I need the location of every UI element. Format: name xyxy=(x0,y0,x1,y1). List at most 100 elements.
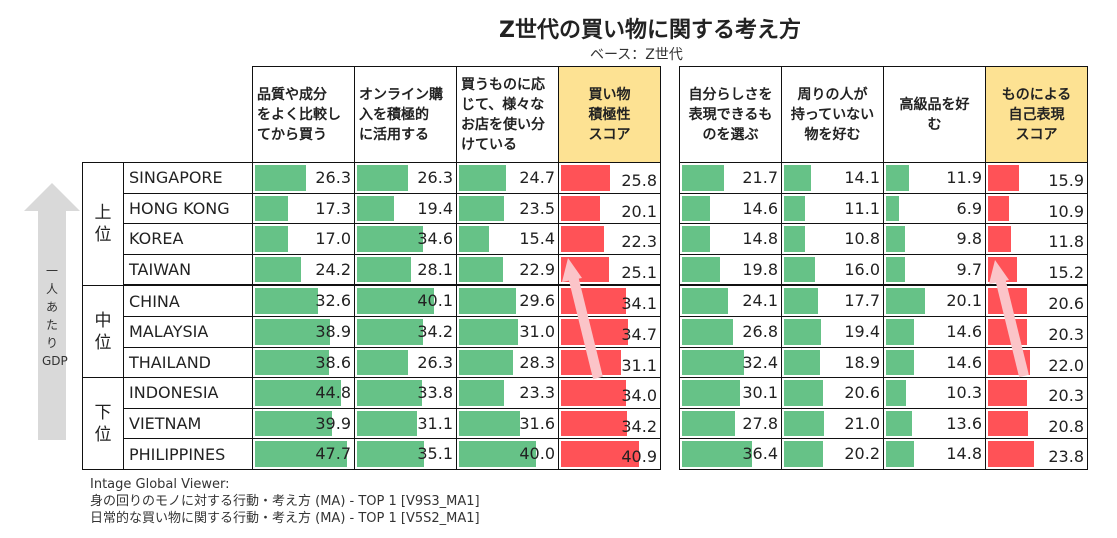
data-bar xyxy=(784,226,805,252)
data-bar xyxy=(784,410,825,437)
data-bar xyxy=(357,165,408,191)
data-bar xyxy=(988,349,1031,376)
data-cell: 34.2 xyxy=(354,315,457,348)
data-value: 29.6 xyxy=(519,291,555,311)
data-bar xyxy=(255,195,289,222)
table-row: KOREA 17.0 34.6 15.4 22.3 xyxy=(83,223,661,255)
data-cell: 27.8 xyxy=(679,407,782,440)
data-value: 34.0 xyxy=(621,386,657,406)
table-row: 36.4 20.2 14.8 23.8 xyxy=(679,438,1088,470)
data-cell: 26.8 xyxy=(679,315,782,348)
data-bar xyxy=(682,165,724,191)
country-label: VIETNAM xyxy=(123,407,253,440)
data-bar xyxy=(886,318,914,345)
data-cell: 17.7 xyxy=(781,284,884,317)
data-value: 25.1 xyxy=(621,262,657,282)
data-cell: 26.3 xyxy=(354,162,457,194)
data-value: 40.0 xyxy=(519,444,555,464)
table-row: 21.7 14.1 11.9 15.9 xyxy=(679,162,1088,194)
data-cell: 25.8 xyxy=(558,162,661,194)
data-value: 40.9 xyxy=(621,447,657,467)
shopping-activity-table: 品質や成分 をよく比較し てから買う オンライン購 入を積極的 に活用する 買うものに応 じて… xyxy=(82,66,661,470)
table-row: 26.8 19.4 14.6 20.3 xyxy=(679,315,1088,348)
column-header: 周りの人が 持っていない 物を好む xyxy=(781,66,884,163)
data-value: 19.4 xyxy=(417,198,453,218)
table-row: 27.8 21.0 13.6 20.8 xyxy=(679,407,1088,440)
data-bar xyxy=(357,288,434,314)
table-row: VIETNAM 39.9 31.1 31.6 34.2 xyxy=(83,407,661,440)
data-bar xyxy=(886,441,915,467)
data-cell: 31.1 xyxy=(558,346,661,379)
data-bar xyxy=(784,256,815,283)
data-value: 22.9 xyxy=(519,259,555,279)
data-bar xyxy=(459,226,489,252)
self-expression-table: 自分らしさを 表現できるも のを選ぶ 周りの人が 持っていない 物を好む 高級品を好むものに… xyxy=(679,66,1088,470)
data-cell: 40.0 xyxy=(456,438,559,470)
data-bar xyxy=(988,288,1028,314)
data-value: 20.8 xyxy=(1048,416,1084,436)
data-value: 20.2 xyxy=(844,444,880,464)
data-cell: 20.3 xyxy=(985,315,1088,348)
table-row: 19.8 16.0 9.7 15.2 xyxy=(679,253,1088,287)
data-value: 36.4 xyxy=(742,444,778,464)
data-cell: 38.9 xyxy=(252,315,355,348)
data-cell: 21.7 xyxy=(679,162,782,194)
data-bar xyxy=(886,380,906,406)
source-line: Intage Global Viewer: xyxy=(90,477,230,492)
data-cell: 11.9 xyxy=(883,162,986,194)
country-label: INDONESIA xyxy=(123,377,253,409)
data-bar xyxy=(784,318,822,345)
data-bar xyxy=(561,165,611,191)
data-value: 31.6 xyxy=(519,413,555,433)
data-cell: 14.6 xyxy=(883,315,986,348)
data-cell: 20.6 xyxy=(985,284,1088,317)
data-cell: 10.9 xyxy=(985,192,1088,225)
data-cell: 16.0 xyxy=(781,253,884,287)
data-cell: 9.8 xyxy=(883,223,986,255)
data-bar xyxy=(682,380,740,406)
gdp-up-arrow-icon xyxy=(24,183,80,440)
gdp-group-0: 上位 xyxy=(82,162,124,286)
data-bar xyxy=(682,256,720,283)
data-cell: 25.1 xyxy=(558,253,661,287)
data-bar xyxy=(459,318,519,345)
column-header: 買い物 積極性 スコア xyxy=(558,66,661,163)
data-bar xyxy=(886,349,914,376)
data-value: 13.6 xyxy=(946,413,982,433)
data-value: 44.8 xyxy=(315,383,351,403)
data-value: 20.6 xyxy=(844,383,880,403)
data-bar xyxy=(682,195,710,222)
country-label: HONG KONG xyxy=(123,192,253,225)
data-cell: 17.0 xyxy=(252,223,355,255)
data-cell: 15.2 xyxy=(985,253,1088,287)
data-bar xyxy=(988,441,1034,467)
data-cell: 34.2 xyxy=(558,407,661,440)
data-bar xyxy=(459,256,503,283)
data-cell: 19.4 xyxy=(781,315,884,348)
data-cell: 22.3 xyxy=(558,223,661,255)
data-cell: 34.6 xyxy=(354,223,457,255)
data-value: 14.6 xyxy=(946,321,982,341)
data-cell: 20.1 xyxy=(883,284,986,317)
data-cell: 24.1 xyxy=(679,284,782,317)
table-row: TAIWAN 24.2 28.1 22.9 25.1 xyxy=(83,253,661,287)
data-bar xyxy=(682,318,734,345)
country-label: KOREA xyxy=(123,223,253,255)
country-label: TAIWAN xyxy=(123,253,253,287)
data-value: 26.3 xyxy=(417,352,453,372)
data-cell: 40.9 xyxy=(558,438,661,470)
data-cell: 20.8 xyxy=(985,407,1088,440)
data-value: 30.1 xyxy=(742,383,778,403)
source-line: 日常的な買い物に関する行動・考え方 (MA) - TOP 1 [V5S2_MA1… xyxy=(90,511,480,526)
data-cell: 14.8 xyxy=(679,223,782,255)
data-cell: 29.6 xyxy=(456,284,559,317)
data-value: 10.9 xyxy=(1048,201,1084,221)
data-bar xyxy=(255,256,302,283)
data-cell: 19.4 xyxy=(354,192,457,225)
table-row: 30.1 20.6 10.3 20.3 xyxy=(679,377,1088,409)
data-bar xyxy=(886,256,905,283)
data-cell: 21.0 xyxy=(781,407,884,440)
data-value: 22.3 xyxy=(621,232,657,252)
data-bar xyxy=(784,441,823,467)
data-bar xyxy=(561,226,604,252)
